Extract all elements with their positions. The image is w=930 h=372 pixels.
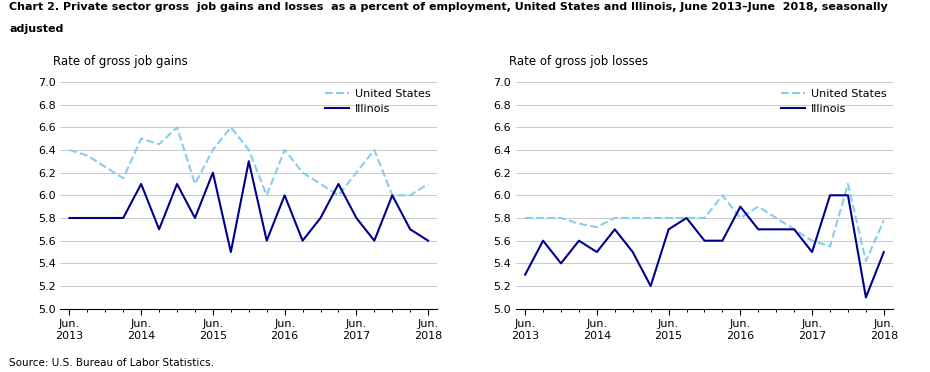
Illinois: [735, 204, 746, 209]
United States: [735, 216, 746, 220]
United States: [136, 137, 147, 141]
Illinois: [752, 227, 764, 231]
Illinois: [225, 250, 236, 254]
Illinois: [422, 238, 433, 243]
Illinois: [297, 238, 308, 243]
Illinois: [171, 182, 182, 186]
United States: [387, 193, 398, 198]
United States: [100, 165, 111, 169]
United States: [681, 216, 692, 220]
United States: [243, 148, 254, 152]
United States: [609, 216, 620, 220]
Illinois: [591, 250, 603, 254]
United States: [297, 170, 308, 175]
Illinois: [627, 250, 638, 254]
United States: [573, 221, 584, 226]
Illinois: [207, 170, 219, 175]
Line: Illinois: Illinois: [525, 195, 884, 298]
United States: [225, 125, 236, 129]
United States: [717, 193, 728, 198]
Illinois: [538, 238, 549, 243]
Illinois: [681, 216, 692, 220]
United States: [752, 204, 764, 209]
United States: [117, 176, 128, 180]
Text: adjusted: adjusted: [9, 24, 63, 34]
United States: [171, 125, 182, 129]
Illinois: [153, 227, 165, 231]
Illinois: [368, 238, 380, 243]
United States: [153, 142, 165, 147]
United States: [825, 244, 836, 248]
Illinois: [64, 216, 75, 220]
United States: [645, 216, 657, 220]
Illinois: [771, 227, 782, 231]
United States: [279, 148, 290, 152]
United States: [368, 148, 380, 152]
Illinois: [789, 227, 800, 231]
United States: [878, 218, 889, 222]
Illinois: [860, 295, 871, 300]
United States: [315, 182, 326, 186]
United States: [771, 216, 782, 220]
Line: United States: United States: [70, 127, 428, 195]
United States: [520, 216, 531, 220]
United States: [663, 216, 674, 220]
United States: [333, 193, 344, 198]
Illinois: [405, 227, 416, 231]
Illinois: [573, 238, 584, 243]
Illinois: [878, 250, 889, 254]
United States: [261, 193, 272, 198]
Illinois: [82, 216, 93, 220]
Illinois: [136, 182, 147, 186]
Illinois: [699, 238, 711, 243]
Illinois: [663, 227, 674, 231]
United States: [82, 153, 93, 158]
Illinois: [117, 216, 128, 220]
Legend: United States, Illinois: United States, Illinois: [777, 85, 889, 118]
United States: [789, 227, 800, 231]
Text: Chart 2. Private sector gross  job gains and losses  as a percent of employment,: Chart 2. Private sector gross job gains …: [9, 2, 888, 12]
Illinois: [645, 284, 657, 288]
Illinois: [843, 193, 854, 198]
Illinois: [520, 273, 531, 277]
United States: [843, 182, 854, 186]
Illinois: [243, 159, 254, 164]
Illinois: [315, 216, 326, 220]
United States: [422, 182, 433, 186]
United States: [555, 216, 566, 220]
United States: [806, 238, 817, 243]
United States: [538, 216, 549, 220]
United States: [64, 148, 75, 152]
United States: [207, 148, 219, 152]
Illinois: [100, 216, 111, 220]
United States: [405, 193, 416, 198]
Text: Source: U.S. Bureau of Labor Statistics.: Source: U.S. Bureau of Labor Statistics.: [9, 358, 214, 368]
Illinois: [717, 238, 728, 243]
Illinois: [190, 216, 201, 220]
Illinois: [333, 182, 344, 186]
Illinois: [609, 227, 620, 231]
Text: Rate of gross job losses: Rate of gross job losses: [509, 55, 647, 68]
Legend: United States, Illinois: United States, Illinois: [322, 85, 433, 118]
Line: United States: United States: [525, 184, 884, 261]
United States: [699, 216, 711, 220]
Illinois: [351, 216, 362, 220]
Illinois: [279, 193, 290, 198]
Illinois: [387, 193, 398, 198]
United States: [591, 225, 603, 229]
Illinois: [261, 238, 272, 243]
Illinois: [825, 193, 836, 198]
Illinois: [555, 261, 566, 266]
Illinois: [806, 250, 817, 254]
Text: Rate of gross job gains: Rate of gross job gains: [53, 55, 188, 68]
United States: [351, 170, 362, 175]
United States: [190, 182, 201, 186]
United States: [860, 259, 871, 263]
Line: Illinois: Illinois: [70, 161, 428, 252]
United States: [627, 216, 638, 220]
